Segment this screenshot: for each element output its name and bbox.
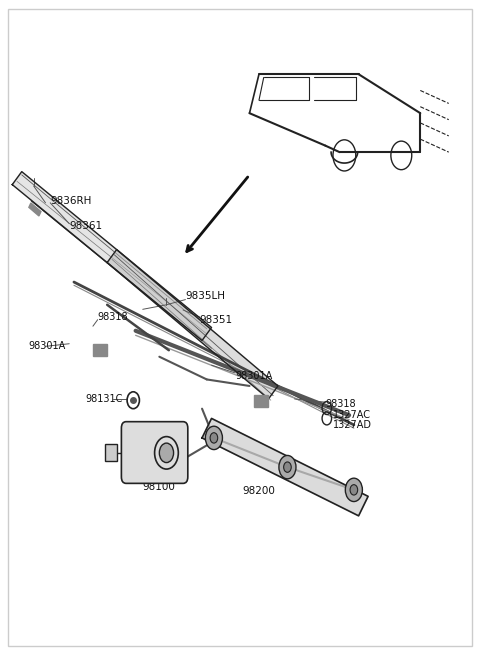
Text: 98361: 98361	[69, 221, 102, 231]
Circle shape	[279, 455, 296, 479]
Circle shape	[284, 462, 291, 472]
Bar	[254, 395, 268, 407]
Circle shape	[210, 433, 218, 443]
Polygon shape	[202, 419, 368, 516]
Text: 1327AC: 1327AC	[333, 410, 371, 420]
Circle shape	[205, 426, 222, 449]
Text: 1327AD: 1327AD	[333, 420, 372, 430]
FancyBboxPatch shape	[121, 422, 188, 483]
Text: 9835LH: 9835LH	[185, 291, 226, 301]
Circle shape	[159, 443, 174, 462]
Text: 9836RH: 9836RH	[50, 196, 92, 206]
Text: 98301A: 98301A	[235, 371, 273, 381]
Text: 98301A: 98301A	[29, 341, 66, 351]
Circle shape	[350, 485, 358, 495]
Text: 98318: 98318	[97, 312, 128, 322]
Text: 98200: 98200	[242, 486, 275, 496]
Bar	[105, 444, 117, 460]
Bar	[93, 345, 107, 356]
Polygon shape	[107, 250, 278, 399]
Text: 98318: 98318	[325, 399, 356, 409]
Circle shape	[345, 478, 362, 502]
Text: 98100: 98100	[143, 481, 176, 492]
Text: 98131C: 98131C	[86, 394, 123, 404]
Polygon shape	[12, 172, 212, 341]
Bar	[29, 203, 41, 216]
Text: 98351: 98351	[200, 314, 233, 325]
